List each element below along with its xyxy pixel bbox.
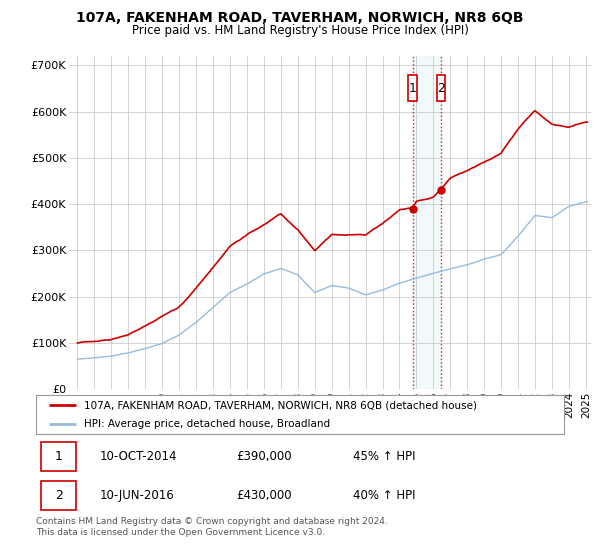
Text: 45% ↑ HPI: 45% ↑ HPI bbox=[353, 450, 415, 464]
Text: 1: 1 bbox=[409, 82, 416, 95]
Bar bbox=[41, 480, 76, 510]
Text: 10-JUN-2016: 10-JUN-2016 bbox=[100, 488, 174, 502]
Text: 1: 1 bbox=[55, 450, 62, 464]
Bar bbox=[41, 442, 76, 472]
Text: 107A, FAKENHAM ROAD, TAVERHAM, NORWICH, NR8 6QB (detached house): 107A, FAKENHAM ROAD, TAVERHAM, NORWICH, … bbox=[83, 400, 476, 410]
Text: 2: 2 bbox=[437, 82, 445, 95]
Text: HPI: Average price, detached house, Broadland: HPI: Average price, detached house, Broa… bbox=[83, 419, 329, 429]
Text: £430,000: £430,000 bbox=[236, 488, 292, 502]
Text: £390,000: £390,000 bbox=[236, 450, 292, 464]
Bar bbox=[413, 56, 441, 389]
Bar bbox=[409, 76, 417, 101]
Text: Price paid vs. HM Land Registry's House Price Index (HPI): Price paid vs. HM Land Registry's House … bbox=[131, 24, 469, 37]
Text: Contains HM Land Registry data © Crown copyright and database right 2024.
This d: Contains HM Land Registry data © Crown c… bbox=[36, 517, 388, 537]
Bar bbox=[437, 76, 445, 101]
Text: 107A, FAKENHAM ROAD, TAVERHAM, NORWICH, NR8 6QB: 107A, FAKENHAM ROAD, TAVERHAM, NORWICH, … bbox=[76, 11, 524, 25]
Text: 40% ↑ HPI: 40% ↑ HPI bbox=[353, 488, 415, 502]
Text: 10-OCT-2014: 10-OCT-2014 bbox=[100, 450, 177, 464]
Text: 2: 2 bbox=[55, 488, 62, 502]
